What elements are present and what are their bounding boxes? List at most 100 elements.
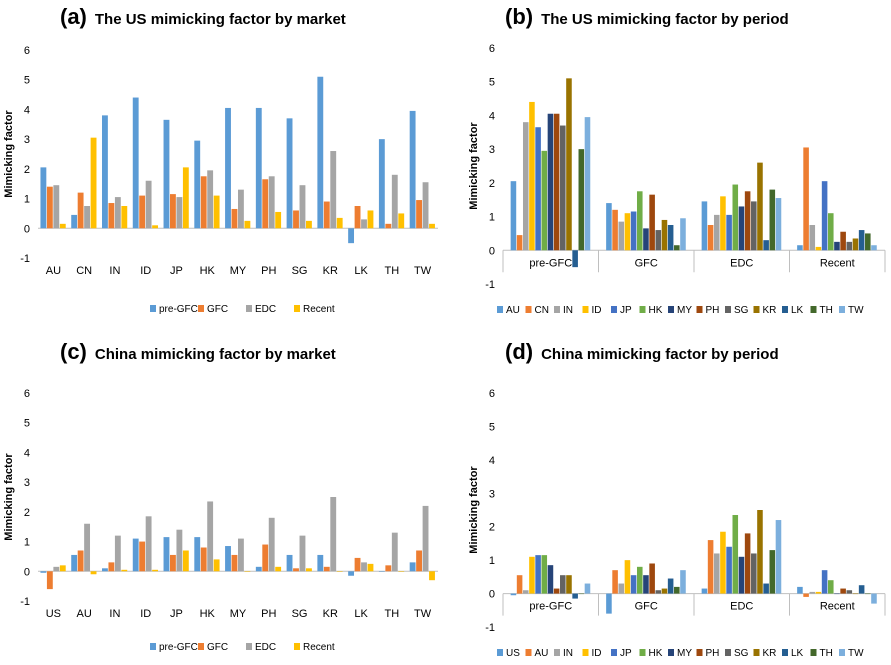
bar bbox=[744, 191, 751, 251]
bar bbox=[262, 544, 269, 572]
bar bbox=[612, 570, 618, 594]
bar bbox=[108, 203, 115, 229]
legend-label: JP bbox=[620, 305, 632, 316]
legend-swatch bbox=[497, 649, 503, 656]
legend-label: HK bbox=[649, 305, 663, 316]
bar bbox=[152, 569, 159, 572]
legend-label: LK bbox=[791, 648, 804, 659]
bar bbox=[834, 241, 840, 251]
y-axis-label: Mimicking factor bbox=[468, 122, 480, 210]
bar bbox=[286, 118, 293, 229]
legend-swatch bbox=[753, 306, 760, 313]
bar bbox=[348, 228, 355, 244]
bar bbox=[606, 593, 612, 614]
panel-label: (a) bbox=[60, 4, 87, 29]
bar bbox=[40, 167, 47, 229]
category-label: IN bbox=[109, 265, 120, 277]
legend-label: TH bbox=[820, 305, 833, 316]
category-label: pre-GFC bbox=[529, 601, 572, 613]
bar bbox=[391, 174, 398, 229]
bar bbox=[200, 176, 207, 229]
bar bbox=[535, 555, 541, 594]
y-tick-label: 2 bbox=[24, 164, 30, 176]
bar bbox=[529, 556, 535, 594]
category-label: AU bbox=[46, 265, 61, 277]
bar bbox=[330, 497, 337, 572]
legend-label: SG bbox=[734, 305, 749, 316]
bar bbox=[182, 167, 189, 229]
bar bbox=[643, 228, 649, 251]
bar bbox=[114, 197, 121, 229]
bar bbox=[317, 76, 324, 229]
bar bbox=[852, 238, 859, 251]
bar bbox=[584, 583, 591, 594]
bar bbox=[306, 568, 312, 572]
y-tick-label: 1 bbox=[24, 537, 30, 549]
bar bbox=[827, 580, 834, 594]
y-tick-label: 4 bbox=[24, 447, 30, 459]
bar bbox=[102, 115, 108, 229]
bar bbox=[655, 230, 662, 251]
bar bbox=[649, 563, 655, 594]
panel-title: (b) The US mimicking factor by period bbox=[505, 4, 789, 30]
legend-swatch bbox=[753, 649, 760, 656]
bar bbox=[391, 532, 398, 572]
bar bbox=[108, 562, 115, 572]
bar bbox=[775, 198, 782, 251]
bar bbox=[293, 210, 299, 229]
legend-swatch bbox=[696, 306, 703, 313]
category-label: KR bbox=[323, 608, 338, 620]
bar bbox=[858, 585, 865, 594]
bar bbox=[815, 591, 822, 594]
bar bbox=[606, 203, 612, 251]
y-tick-label: 4 bbox=[24, 104, 30, 116]
bar bbox=[522, 122, 529, 251]
legend-swatch bbox=[611, 306, 617, 313]
chart-a: -1 0 1 2 3 4 5 6 Mimicking factor AU CN IN ID JP HK MY P… bbox=[3, 45, 438, 315]
bar bbox=[53, 566, 60, 572]
y-tick-label: 1 bbox=[489, 212, 495, 224]
bar bbox=[170, 194, 176, 229]
bar bbox=[541, 150, 548, 251]
bar bbox=[132, 97, 139, 229]
bar bbox=[416, 550, 423, 572]
bar bbox=[170, 554, 176, 572]
y-tick-label: -1 bbox=[485, 279, 495, 291]
legend-swatch bbox=[150, 643, 156, 650]
bar bbox=[194, 537, 201, 572]
category-label: JP bbox=[170, 608, 183, 620]
bar bbox=[618, 221, 625, 251]
bar bbox=[584, 117, 591, 251]
legend-label: MY bbox=[677, 305, 692, 316]
bar bbox=[529, 101, 535, 251]
bar bbox=[510, 181, 517, 251]
bar bbox=[429, 223, 435, 229]
y-tick-label: 0 bbox=[24, 223, 30, 235]
legend-label: AU bbox=[535, 648, 549, 659]
bar bbox=[732, 515, 739, 594]
bar bbox=[720, 531, 726, 594]
legend-label: GFC bbox=[207, 642, 228, 653]
y-axis-label: Mimicking factor bbox=[3, 453, 15, 541]
category-label: TH bbox=[385, 608, 400, 620]
legend-swatch bbox=[696, 649, 703, 656]
y-tick-label: 2 bbox=[24, 507, 30, 519]
bar bbox=[701, 588, 708, 594]
legend-label: IN bbox=[563, 305, 573, 316]
legend-label: LK bbox=[791, 305, 804, 316]
category-label: HK bbox=[200, 265, 216, 277]
bar bbox=[707, 225, 714, 251]
bar bbox=[77, 192, 84, 229]
bar bbox=[578, 593, 585, 595]
legend-label: KR bbox=[763, 648, 777, 659]
bar bbox=[398, 213, 405, 229]
bar bbox=[769, 550, 776, 594]
bar bbox=[132, 538, 139, 572]
bar bbox=[317, 554, 324, 572]
bar bbox=[643, 575, 649, 594]
panel-label: (b) bbox=[505, 4, 534, 29]
bar bbox=[871, 593, 877, 604]
category-label: MY bbox=[230, 608, 247, 620]
panel-title: (d) China mimicking factor by period bbox=[505, 339, 779, 365]
bar bbox=[244, 571, 251, 572]
